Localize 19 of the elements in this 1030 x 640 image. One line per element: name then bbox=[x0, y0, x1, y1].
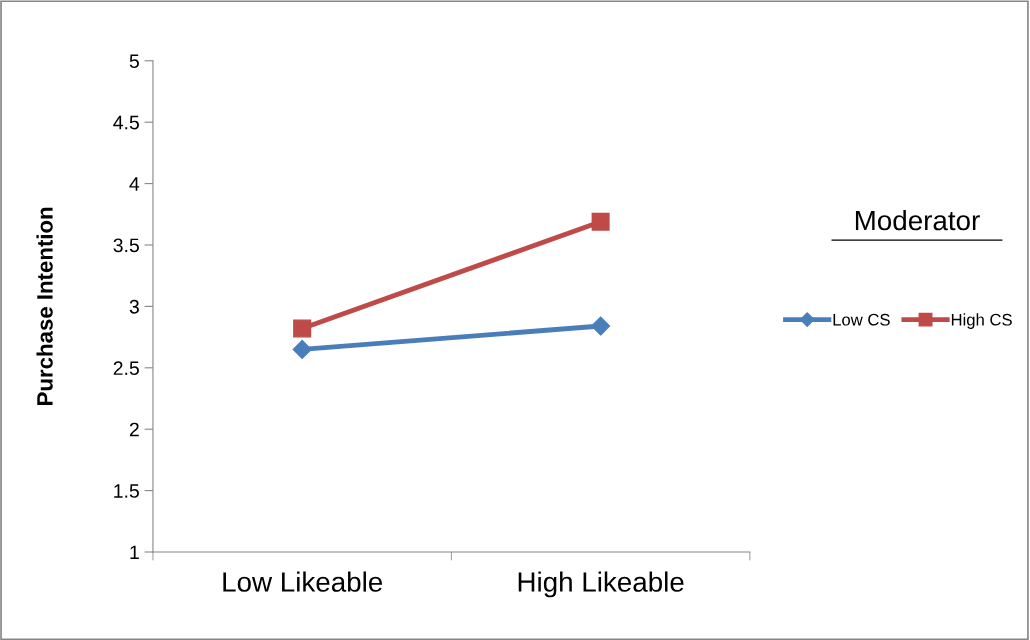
y-tick-label: 1.5 bbox=[114, 484, 139, 498]
y-tick-label: 3 bbox=[129, 299, 139, 314]
y-tick-label: 4 bbox=[129, 177, 140, 191]
y-tick-label: 2.5 bbox=[113, 361, 139, 376]
y-tick-label: 2 bbox=[129, 422, 139, 437]
legend-title: Moderator bbox=[855, 209, 980, 231]
point bbox=[591, 212, 610, 231]
y-tick-label: 3.5 bbox=[113, 238, 139, 253]
y-axis-title: Purchase Intention bbox=[36, 207, 53, 405]
y-tick-label: 4.5 bbox=[113, 115, 139, 130]
y-tick-label: 5 bbox=[129, 54, 139, 69]
legend-label: Low CS bbox=[833, 313, 890, 326]
legend-label: High CS bbox=[951, 313, 1012, 329]
y-tick-label: 1 bbox=[130, 545, 139, 560]
x-tick-label: Low Likeable bbox=[223, 571, 383, 592]
point bbox=[292, 339, 312, 359]
point bbox=[591, 316, 611, 336]
x-tick-label: High Likeable bbox=[518, 571, 684, 598]
point bbox=[293, 319, 312, 338]
